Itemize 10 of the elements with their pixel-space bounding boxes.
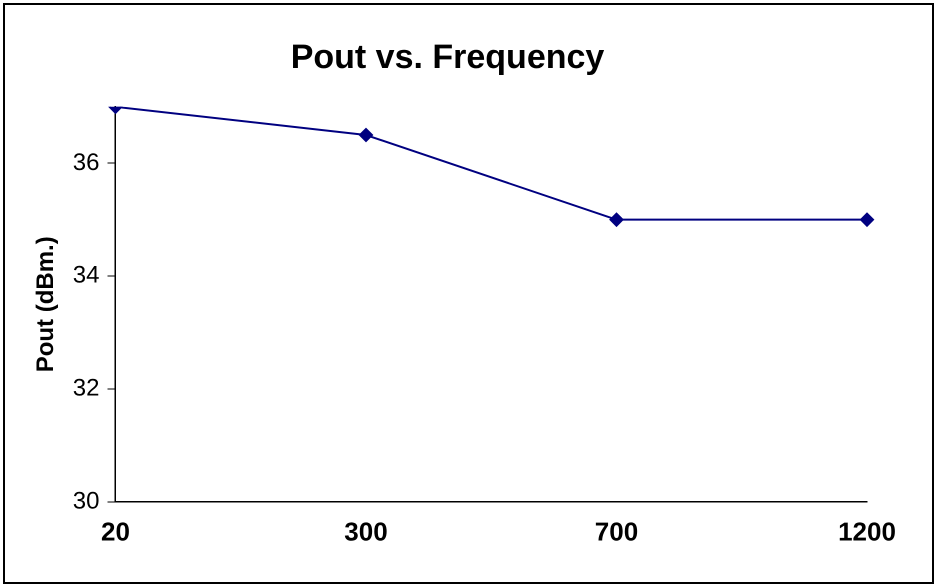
x-tick-label: 1200 (838, 516, 896, 547)
y-tick-label: 30 (72, 487, 100, 514)
chart-title: Pout vs. Frequency (290, 38, 604, 76)
x-tick-label: 700 (594, 516, 638, 547)
y-tick-label: 34 (72, 262, 100, 289)
y-axis-title: Pout (dBm.) (32, 236, 60, 372)
x-tick-label: 20 (101, 516, 130, 547)
y-tick-label: 36 (72, 148, 100, 176)
x-tick-label: 300 (344, 516, 388, 547)
y-tick-label: 32 (72, 374, 100, 402)
